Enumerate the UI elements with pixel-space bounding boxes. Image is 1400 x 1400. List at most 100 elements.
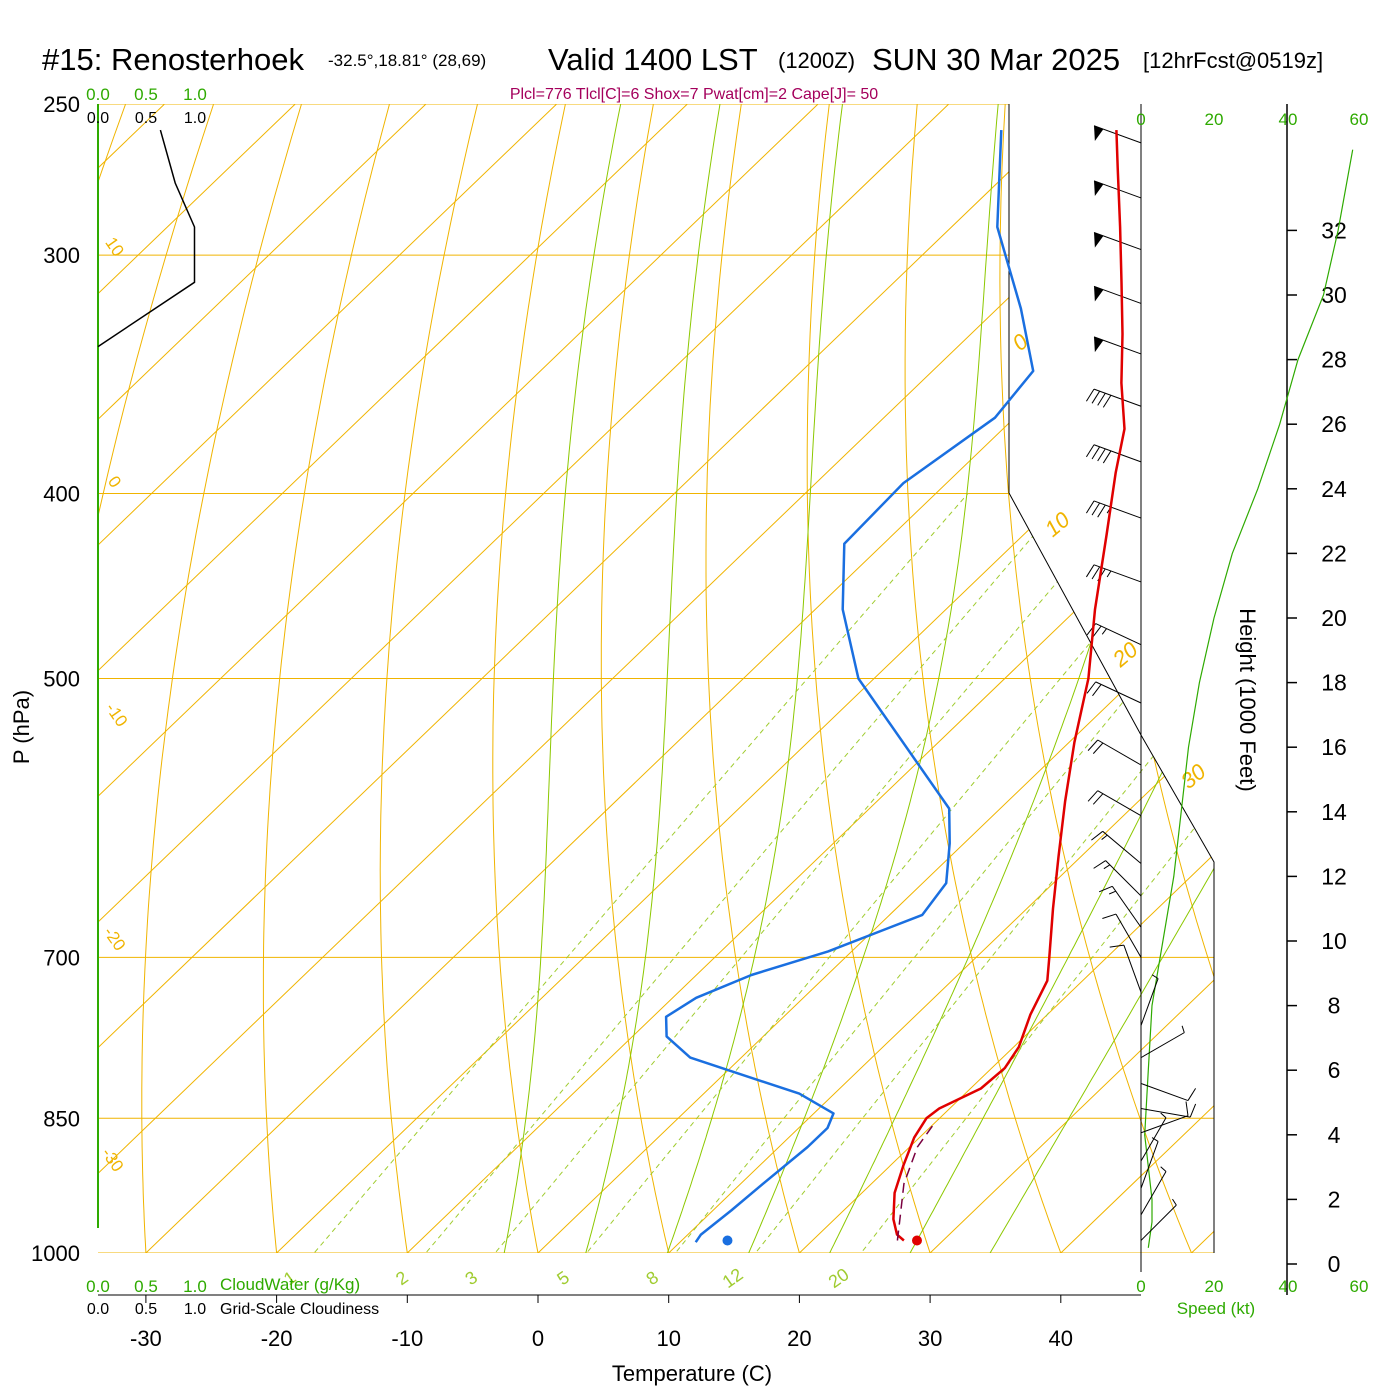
x-tick-label: -20 [261, 1326, 293, 1351]
sounding-series [664, 130, 1126, 1246]
isotherm-label: 10 [101, 234, 127, 260]
pressure-tick-label: 500 [43, 667, 80, 692]
mixing-ratio-line [642, 493, 1214, 1253]
cloudiness-top-tick-1: 0.5 [135, 110, 157, 127]
height-tick-label: 2 [1328, 1186, 1341, 1212]
moist-adiabat [809, 104, 1197, 1253]
mixing-ratio-label: 2 [392, 1267, 412, 1289]
mixing-ratio-line [279, 493, 969, 1253]
cloudiness-top-tick-0: 0.0 [87, 110, 109, 127]
x-axis-title: Temperature (C) [612, 1361, 772, 1386]
height-tick-label: 32 [1321, 217, 1347, 243]
speed-top-tick-1: 20 [1205, 110, 1224, 129]
mixing-ratio-label: 8 [642, 1267, 662, 1289]
speed-axis-label: Speed (kt) [1177, 1299, 1255, 1318]
series-line [664, 130, 1035, 1243]
cloud-water-top-tick-2: 1.0 [183, 85, 207, 104]
wind-barb [1102, 913, 1142, 958]
height-tick-label: 8 [1328, 993, 1341, 1019]
mixing-ratio-line [553, 493, 1214, 1253]
surface-marker [911, 1235, 922, 1246]
x-tick-label: 30 [918, 1326, 942, 1351]
dry-adiabat [141, 104, 313, 1253]
cloudiness-line [97, 129, 196, 348]
wind-speed-line [1144, 149, 1354, 1248]
wind-barb [1086, 681, 1142, 704]
wind-barb [1093, 860, 1142, 897]
height-tick-label: 28 [1321, 347, 1347, 373]
params-line: Plcl=776 Tlcl[C]=6 Shox=7 Pwat[cm]=2 Cap… [510, 86, 878, 103]
isotherm-line [406, 104, 1214, 1253]
isotherm-line [0, 104, 34, 1253]
dry-adiabat [1091, 104, 1214, 1253]
height-tick-label: 16 [1321, 734, 1347, 760]
wind-barb [1098, 885, 1142, 928]
mixing-ratio-label: 12 [719, 1264, 747, 1292]
surface-marker [722, 1235, 733, 1246]
wind-barbs [1085, 125, 1197, 1241]
height-axis-title: Height (1000 Feet) [1235, 608, 1260, 791]
isotherm-label: -20 [100, 923, 130, 954]
dry-adiabat [262, 104, 400, 1253]
moist-adiabat [495, 104, 622, 1253]
cloud-water-bottom-tick-0: 0.0 [86, 1277, 110, 1296]
cloudiness-bottom-tick-1: 0.5 [135, 1301, 157, 1318]
cloudiness-layer [97, 129, 196, 348]
wind-barb [1140, 1101, 1189, 1134]
cloud-water-bottom-tick-1: 0.5 [134, 1277, 158, 1296]
dry-adiabat [806, 104, 945, 1253]
speed-top-tick-2: 40 [1279, 110, 1298, 129]
height-tick-label: 26 [1321, 411, 1347, 437]
x-axis-ticks: -30 -20 -10 0 10 20 30 40 [98, 1294, 1141, 1351]
wind-barb [1140, 1025, 1185, 1059]
isotherm-line [98, 104, 558, 1253]
isotherm-line [98, 104, 950, 1253]
wind-barb [1093, 285, 1142, 304]
mixing-ratio-line [461, 493, 1133, 1253]
speed-top-tick-0: 0 [1136, 110, 1145, 129]
wind-barb [1085, 500, 1142, 519]
mixing-ratio-line [391, 493, 1070, 1253]
wind-barb [1093, 336, 1142, 355]
height-tick-label: 12 [1321, 863, 1347, 889]
dry-adiabat [379, 104, 487, 1253]
wind-barb [1087, 790, 1142, 817]
dry-adiabat [600, 104, 680, 1253]
isotherm-label: 20 [1107, 636, 1143, 672]
dry-adiabat [999, 104, 1210, 1253]
wind-barb [1086, 623, 1142, 646]
mixing-ratio-label: 3 [461, 1267, 481, 1289]
isotherm-line [98, 104, 1080, 1253]
height-tick-label: 14 [1321, 799, 1347, 825]
wind-barb [1085, 444, 1142, 464]
pressure-tick-label: 400 [43, 482, 80, 507]
pressure-tick-label: 250 [43, 92, 80, 117]
wind-barb [1085, 388, 1142, 408]
wind-barb [1140, 1198, 1177, 1241]
moist-adiabat [730, 104, 999, 1253]
y-axis-title: P (hPa) [9, 690, 34, 764]
wind-barb [1140, 1112, 1167, 1162]
wind-barb [1087, 739, 1142, 766]
mixing-ratio-label: 5 [553, 1267, 573, 1289]
cloudiness-axis-label: Grid-Scale Cloudiness [220, 1301, 379, 1318]
speed-bottom-tick-2: 40 [1279, 1277, 1298, 1296]
moist-adiabat [573, 104, 721, 1253]
speed-bottom-tick-0: 0 [1136, 1277, 1145, 1296]
date-label: SUN 30 Mar 2025 [872, 42, 1120, 77]
dry-adiabat [904, 104, 1077, 1253]
mixing-ratio-line [723, 493, 1214, 1253]
cloud-water-top-tick-0: 0.0 [86, 85, 110, 104]
isotherm-line [929, 104, 1214, 1253]
isotherm-line [98, 104, 427, 1253]
forecast-label: [12hrFcst@0519z] [1143, 48, 1323, 73]
mixing-ratio-label: 20 [825, 1264, 853, 1292]
height-tick-label: 24 [1321, 476, 1347, 502]
speed-top-tick-3: 60 [1350, 110, 1369, 129]
cloud-water-axis-label: CloudWater (g/Kg) [220, 1275, 360, 1294]
pressure-tick-label: 850 [43, 1106, 80, 1131]
wind-barb [1140, 1166, 1167, 1216]
cloud-water-bottom-tick-2: 1.0 [183, 1277, 207, 1296]
x-tick-label: -10 [391, 1326, 423, 1351]
